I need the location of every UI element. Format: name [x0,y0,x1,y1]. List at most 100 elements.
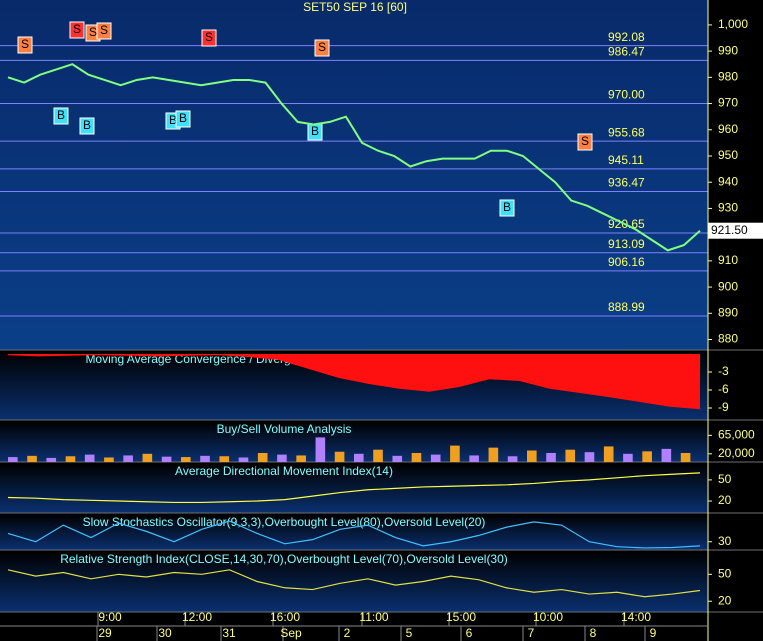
level-label: 913.09 [608,237,645,251]
bar [84,454,95,462]
panel-title: Slow Stochastics Oscillator(9,3,3),Overb… [83,515,486,529]
bar [584,452,595,462]
signal-box [201,29,217,47]
panel-title: Average Directional Movement Index(14) [175,464,393,478]
signal-box [79,117,95,135]
series-area [8,354,700,410]
bar [315,437,326,462]
last-price-box [708,222,763,239]
signal-label: S [100,23,108,37]
date-label: 6 [466,626,473,640]
level-label: 970.00 [608,88,645,102]
signal-box [96,22,112,40]
y-tick-label: 20 [718,593,732,607]
y-tick-label: 880 [718,332,738,346]
x-tick-label: 9:00 [98,610,122,624]
y-tick-label: 910 [718,253,738,267]
y-tick-label: 940 [718,174,738,188]
y-tick-label: 50 [718,566,732,580]
panel-bg [0,463,708,513]
bar [450,445,460,462]
panel-title: Buy/Sell Volume Analysis [217,422,352,436]
last-price: 921.50 [711,223,748,237]
y-tick-label: 950 [718,148,738,162]
signal-label: S [318,40,326,54]
bar [257,452,268,462]
bar [565,449,576,462]
bar [392,455,403,462]
panel-bg [0,514,708,550]
x-tick-label: 10:00 [533,610,563,624]
signal-box [499,199,515,217]
bar [527,450,537,462]
y-tick-label: 890 [718,305,738,319]
chart-title: SET50 SEP 16 [60] [303,0,407,14]
x-tick-label: 15:00 [446,610,476,624]
bar [642,451,652,462]
signal-box [314,39,330,57]
bar [661,448,672,462]
date-label: 2 [344,626,351,640]
panel-title: Relative Strength Index(CLOSE,14,30,70),… [60,552,508,566]
level-label: 955.68 [608,125,645,139]
level-label: 945.11 [608,153,644,167]
y-tick-label: 20,000 [718,446,755,460]
bar [219,456,230,462]
level-label: 992.08 [608,30,645,44]
date-label: 29 [98,626,112,640]
bar [334,451,345,462]
bar [123,455,133,462]
x-tick-label: 12:00 [182,610,212,624]
level-label: 986.47 [608,45,645,59]
signal-label: B [57,108,65,122]
y-tick-label: 980 [718,70,738,84]
date-label: 30 [158,626,172,640]
bar [238,457,249,462]
date-label: 31 [222,626,236,640]
level-label: 888.99 [608,300,645,314]
bar [373,449,383,462]
x-tick-label: 16:00 [270,610,300,624]
date-label: 9 [650,626,657,640]
bar [161,456,172,462]
bar [603,446,614,462]
signal-box [577,133,593,151]
date-label: 5 [406,626,413,640]
signal-label: S [73,22,81,36]
bar [181,457,191,462]
x-tick-label: 11:00 [359,610,388,624]
date-label: Sep [280,626,302,640]
bar [546,452,556,462]
level-label: 936.47 [608,176,645,190]
signal-label: S [89,25,97,39]
y-tick-label: 20 [718,493,732,507]
series-line [7,472,701,504]
y-tick-label: 50 [718,472,732,486]
bar [8,457,18,462]
date-label: 8 [590,626,597,640]
signal-box [69,21,85,39]
y-tick-label: 930 [718,201,738,215]
signal-label: B [503,200,511,214]
bar [296,455,306,462]
bar [469,455,479,462]
y-tick-label: -9 [718,400,729,414]
series-line [7,520,701,549]
signal-label: S [581,134,589,148]
bar [65,456,76,462]
series-line [7,63,701,252]
signal-box [17,36,33,54]
signal-label: B [169,113,177,127]
y-tick-label: 65,000 [718,428,755,442]
bar [507,456,518,462]
bar [623,453,633,462]
y-tick-label: 900 [718,279,738,293]
y-tick-label: -3 [718,364,729,378]
y-tick-label: 30 [718,534,732,548]
signal-label: S [205,30,213,44]
signal-label: B [311,124,319,138]
bar [277,454,287,462]
series-line [7,569,701,598]
signal-label: B [83,118,91,132]
